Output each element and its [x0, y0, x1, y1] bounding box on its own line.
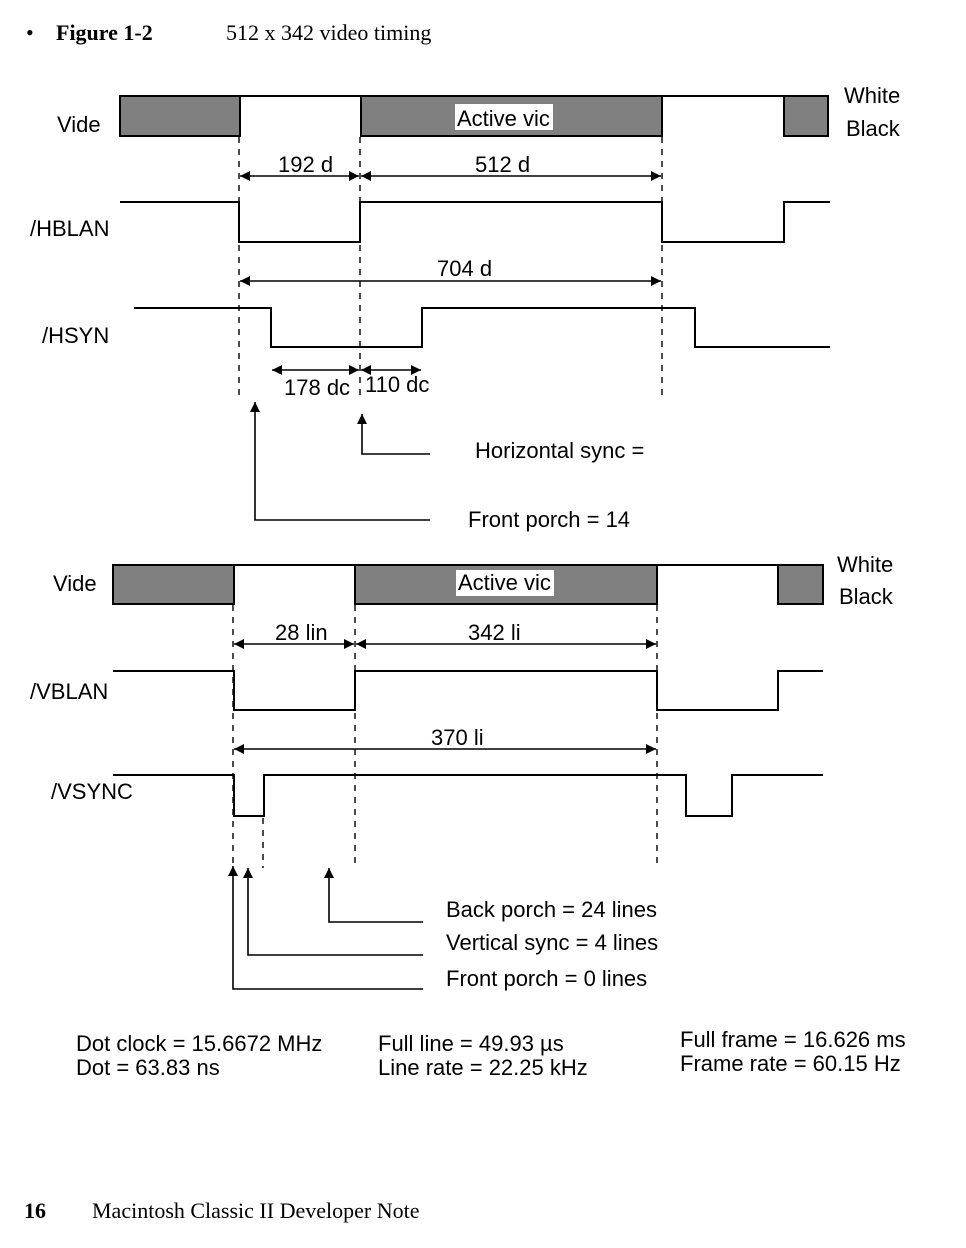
h-front-porch-leader: [250, 402, 430, 521]
v-video-bar-left: [112, 564, 235, 605]
spec-dot-clock: Dot clock = 15.6672 MHz: [76, 1031, 322, 1056]
timing-specs: Dot clock = 15.6672 MHz Dot = 63.83 ns F…: [76, 1027, 906, 1080]
v-active-label: Active vic: [458, 570, 551, 595]
v-dim-370-label: 370 li: [431, 725, 484, 750]
h-hsync-wave: [134, 307, 830, 348]
horizontal-timing: Active vic Vide White Black 192 d 512 d …: [30, 83, 901, 532]
v-vsync-leader: [243, 868, 423, 956]
h-dim-178-label: 178 dc: [284, 375, 350, 400]
v-dim-28-label: 28 lin: [275, 620, 328, 645]
v-vsync-note: Vertical sync = 4 lines: [446, 930, 658, 955]
v-dim-342-label: 342 li: [468, 620, 521, 645]
figure-label: Figure 1-2: [56, 20, 153, 45]
v-white-label: White: [837, 552, 893, 577]
h-dim-512-label: 512 d: [475, 152, 530, 177]
spec-full-frame: Full frame = 16.626 ms: [680, 1027, 906, 1052]
v-vsync-label: /VSYNC: [51, 779, 133, 804]
v-vblank-label: /VBLAN: [30, 679, 108, 704]
document-title: Macintosh Classic II Developer Note: [92, 1198, 420, 1223]
caption-bullet: •: [26, 20, 34, 45]
spec-line-rate: Line rate = 22.25 kHz: [378, 1055, 588, 1080]
v-front-porch-leader: [228, 866, 423, 990]
h-hsync-label: /HSYN: [42, 323, 109, 348]
h-active-label-bg: [455, 104, 553, 130]
h-hblank-wave: [120, 201, 830, 243]
spec-dot: Dot = 63.83 ns: [76, 1055, 220, 1080]
figure-title: 512 x 342 video timing: [226, 20, 432, 45]
v-back-porch-note: Back porch = 24 lines: [446, 897, 657, 922]
v-front-porch-note: Front porch = 0 lines: [446, 966, 647, 991]
v-vblank-wave: [113, 670, 823, 711]
h-black-label: Black: [846, 116, 901, 141]
h-video-label: Vide: [57, 112, 101, 137]
page-number: 16: [24, 1198, 46, 1223]
v-back-porch-leader: [324, 868, 423, 923]
h-white-label: White: [844, 83, 900, 108]
h-dim-192-label: 192 d: [278, 152, 333, 177]
h-active-label: Active vic: [457, 106, 550, 131]
video-timing-diagram: Active vic Vide White Black 192 d 512 d …: [30, 83, 906, 1080]
h-hsync-note: Horizontal sync =: [475, 438, 644, 463]
spec-full-line: Full line = 49.93 µs: [378, 1031, 564, 1056]
h-video-bar-left: [119, 95, 241, 137]
v-black-label: Black: [839, 584, 894, 609]
spec-frame-rate: Frame rate = 60.15 Hz: [680, 1051, 901, 1076]
h-dim-704-label: 704 d: [437, 256, 492, 281]
h-hblank-label: /HBLAN: [30, 216, 109, 241]
v-video-label: Vide: [53, 571, 97, 596]
v-video-bar-right: [777, 564, 824, 605]
h-video-bar-right: [783, 95, 829, 137]
h-hsync-leader: [357, 414, 430, 455]
v-vsync-wave: [113, 774, 823, 817]
vertical-timing: Active vic Vide White Black 28 lin 342 l…: [30, 552, 894, 991]
h-dim-110-label: 110 dc: [365, 372, 429, 397]
h-front-porch-note: Front porch = 14: [468, 507, 630, 532]
v-active-label-bg: [456, 570, 554, 596]
